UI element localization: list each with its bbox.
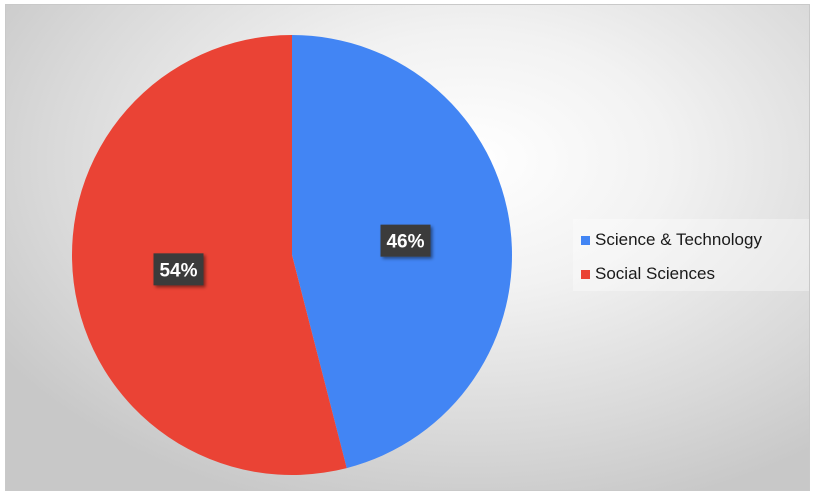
legend-label-social-sciences: Social Sciences [595, 264, 716, 283]
data-label-text-science-technology: 46% [386, 232, 424, 253]
chart-area: 46% 54% Science & Technology Social Scien… [5, 4, 810, 491]
legend-swatch-social-sciences [581, 269, 590, 279]
data-label-box-social-sciences [153, 253, 204, 286]
data-label-box-science-technology [380, 224, 431, 257]
legend-item-social-sciences: Social Sciences [581, 264, 715, 284]
pie-chart: 46% 54% [71, 35, 512, 476]
legend-swatch-science-technology [581, 235, 590, 245]
data-label-science-technology: 46% [380, 224, 431, 257]
legend: Science & Technology Social Sciences [573, 219, 809, 291]
legend-item-science-technology: Science & Technology [581, 230, 762, 250]
legend-label-science-technology: Science & Technology [595, 230, 762, 249]
data-label-text-social-sciences: 54% [159, 260, 197, 281]
data-label-social-sciences: 54% [153, 253, 204, 286]
pie-slice-social-sciences [71, 35, 347, 476]
